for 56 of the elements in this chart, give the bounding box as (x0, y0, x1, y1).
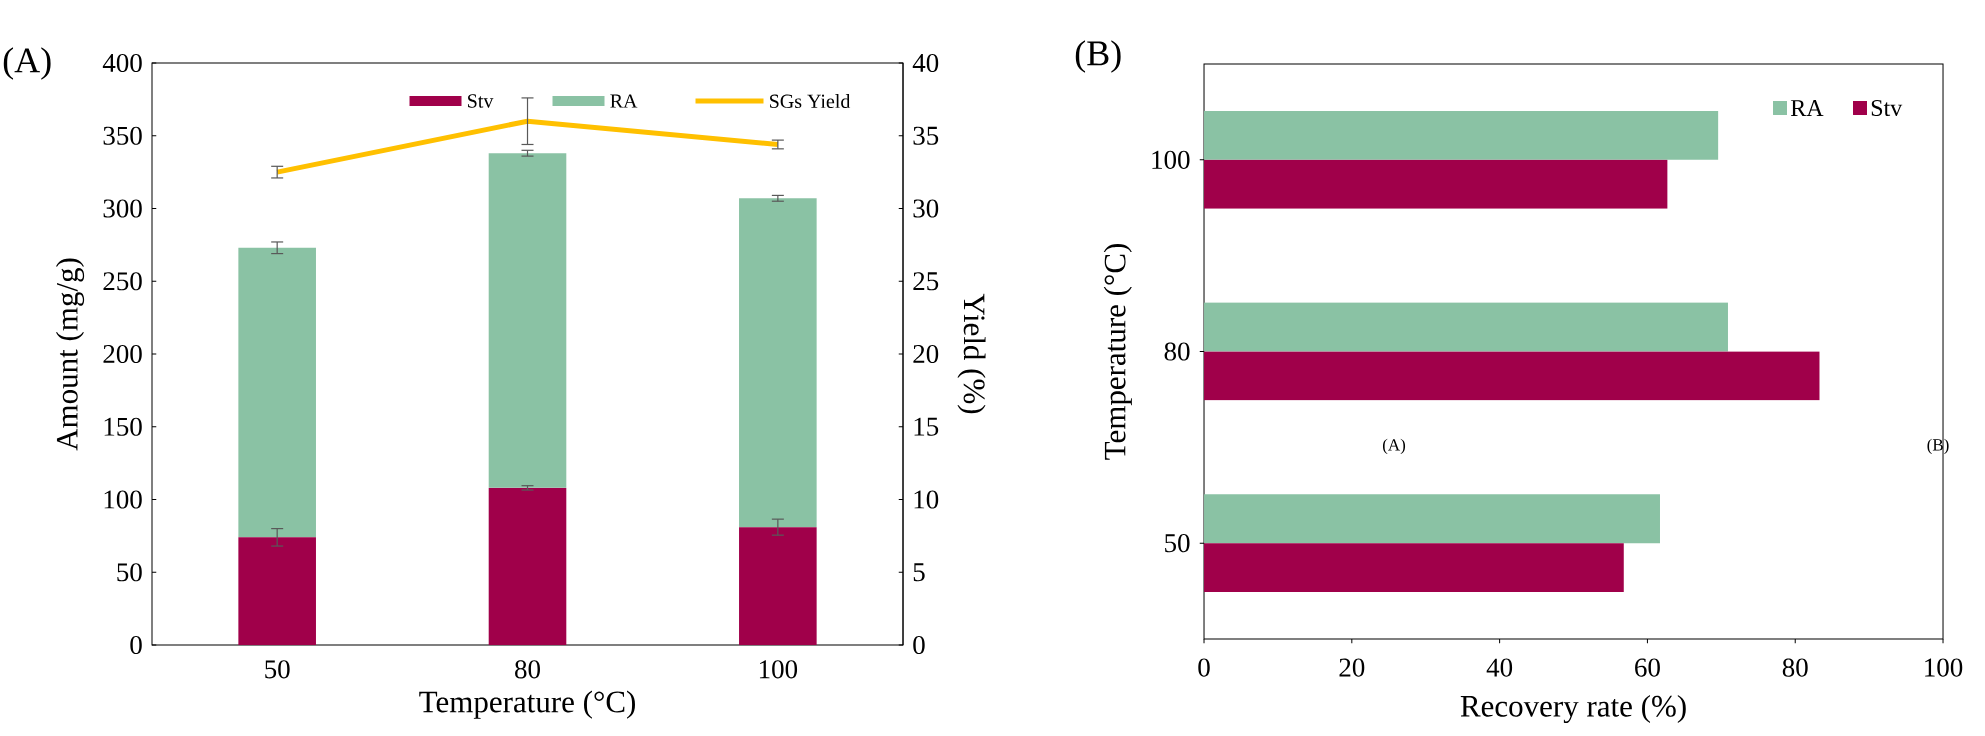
y2-tick-label: 5 (913, 563, 925, 582)
legend-label: Stv (1871, 99, 1903, 117)
bar (1204, 302, 1728, 352)
y-tick-label: 50 (1165, 534, 1190, 553)
y2-axis-title: Yield (%) (957, 293, 986, 414)
chart-title: (B) (1075, 40, 1121, 73)
y-tick-label: 250 (103, 272, 142, 291)
y-tick-label: 400 (102, 53, 142, 73)
y-tick-label: 100 (104, 490, 142, 509)
bar (488, 487, 567, 645)
x-axis-title: Recovery rate (%) (1460, 694, 1686, 724)
y2-tick-label: 30 (913, 199, 939, 218)
y-tick-label: 350 (103, 126, 142, 145)
y2-tick-label: 25 (913, 272, 939, 291)
legend-label: SGs Yield (770, 93, 851, 109)
legend-label: RA (1790, 100, 1824, 116)
y2-tick-label: 40 (912, 53, 939, 73)
y2-tick-label: 35 (913, 126, 939, 145)
x-tick-label: 100 (759, 660, 798, 679)
y2-tick-label: 20 (913, 344, 939, 364)
bar (1204, 159, 1668, 209)
bar (488, 153, 567, 488)
y-axis-title: Amount (mg/g) (55, 258, 85, 451)
x-axis-title: Temperature (°C) (419, 690, 635, 719)
x-tick-label: 40 (1486, 658, 1513, 677)
bar (238, 537, 316, 645)
x-tick-label: 100 (1925, 658, 1963, 677)
y-tick-label: 200 (103, 344, 142, 364)
y-tick-label: 300 (103, 199, 142, 218)
x-tick-label: 0 (1198, 658, 1210, 677)
x-tick-label: 20 (1339, 658, 1365, 677)
bar (1204, 351, 1820, 401)
y-tick-label: 0 (130, 635, 142, 655)
bar (739, 198, 817, 528)
x-tick-label: 50 (265, 660, 290, 679)
y2-tick-label: 0 (913, 635, 925, 655)
bar (1204, 494, 1660, 544)
annotation: (A) (1382, 438, 1406, 455)
x-tick-label: 80 (1782, 658, 1808, 677)
y-tick-label: 150 (104, 417, 142, 436)
y-tick-label: 50 (117, 563, 142, 582)
y2-tick-label: 15 (914, 417, 939, 436)
annotation: (B) (1927, 438, 1949, 455)
x-tick-label: 80 (515, 660, 540, 679)
chart-title: (A) (3, 47, 51, 80)
y2-tick-label: 10 (914, 490, 939, 509)
y-axis-title: Temperature (°C) (1103, 244, 1132, 460)
y-tick-label: 100 (1152, 150, 1190, 169)
y-tick-label: 80 (1164, 342, 1190, 361)
bar (238, 247, 316, 538)
x-tick-label: 60 (1635, 658, 1660, 677)
bar (1204, 543, 1624, 593)
legend-label: Stv (468, 94, 494, 108)
legend-label: RA (610, 94, 638, 108)
bar (739, 527, 817, 645)
bar (1204, 110, 1719, 160)
